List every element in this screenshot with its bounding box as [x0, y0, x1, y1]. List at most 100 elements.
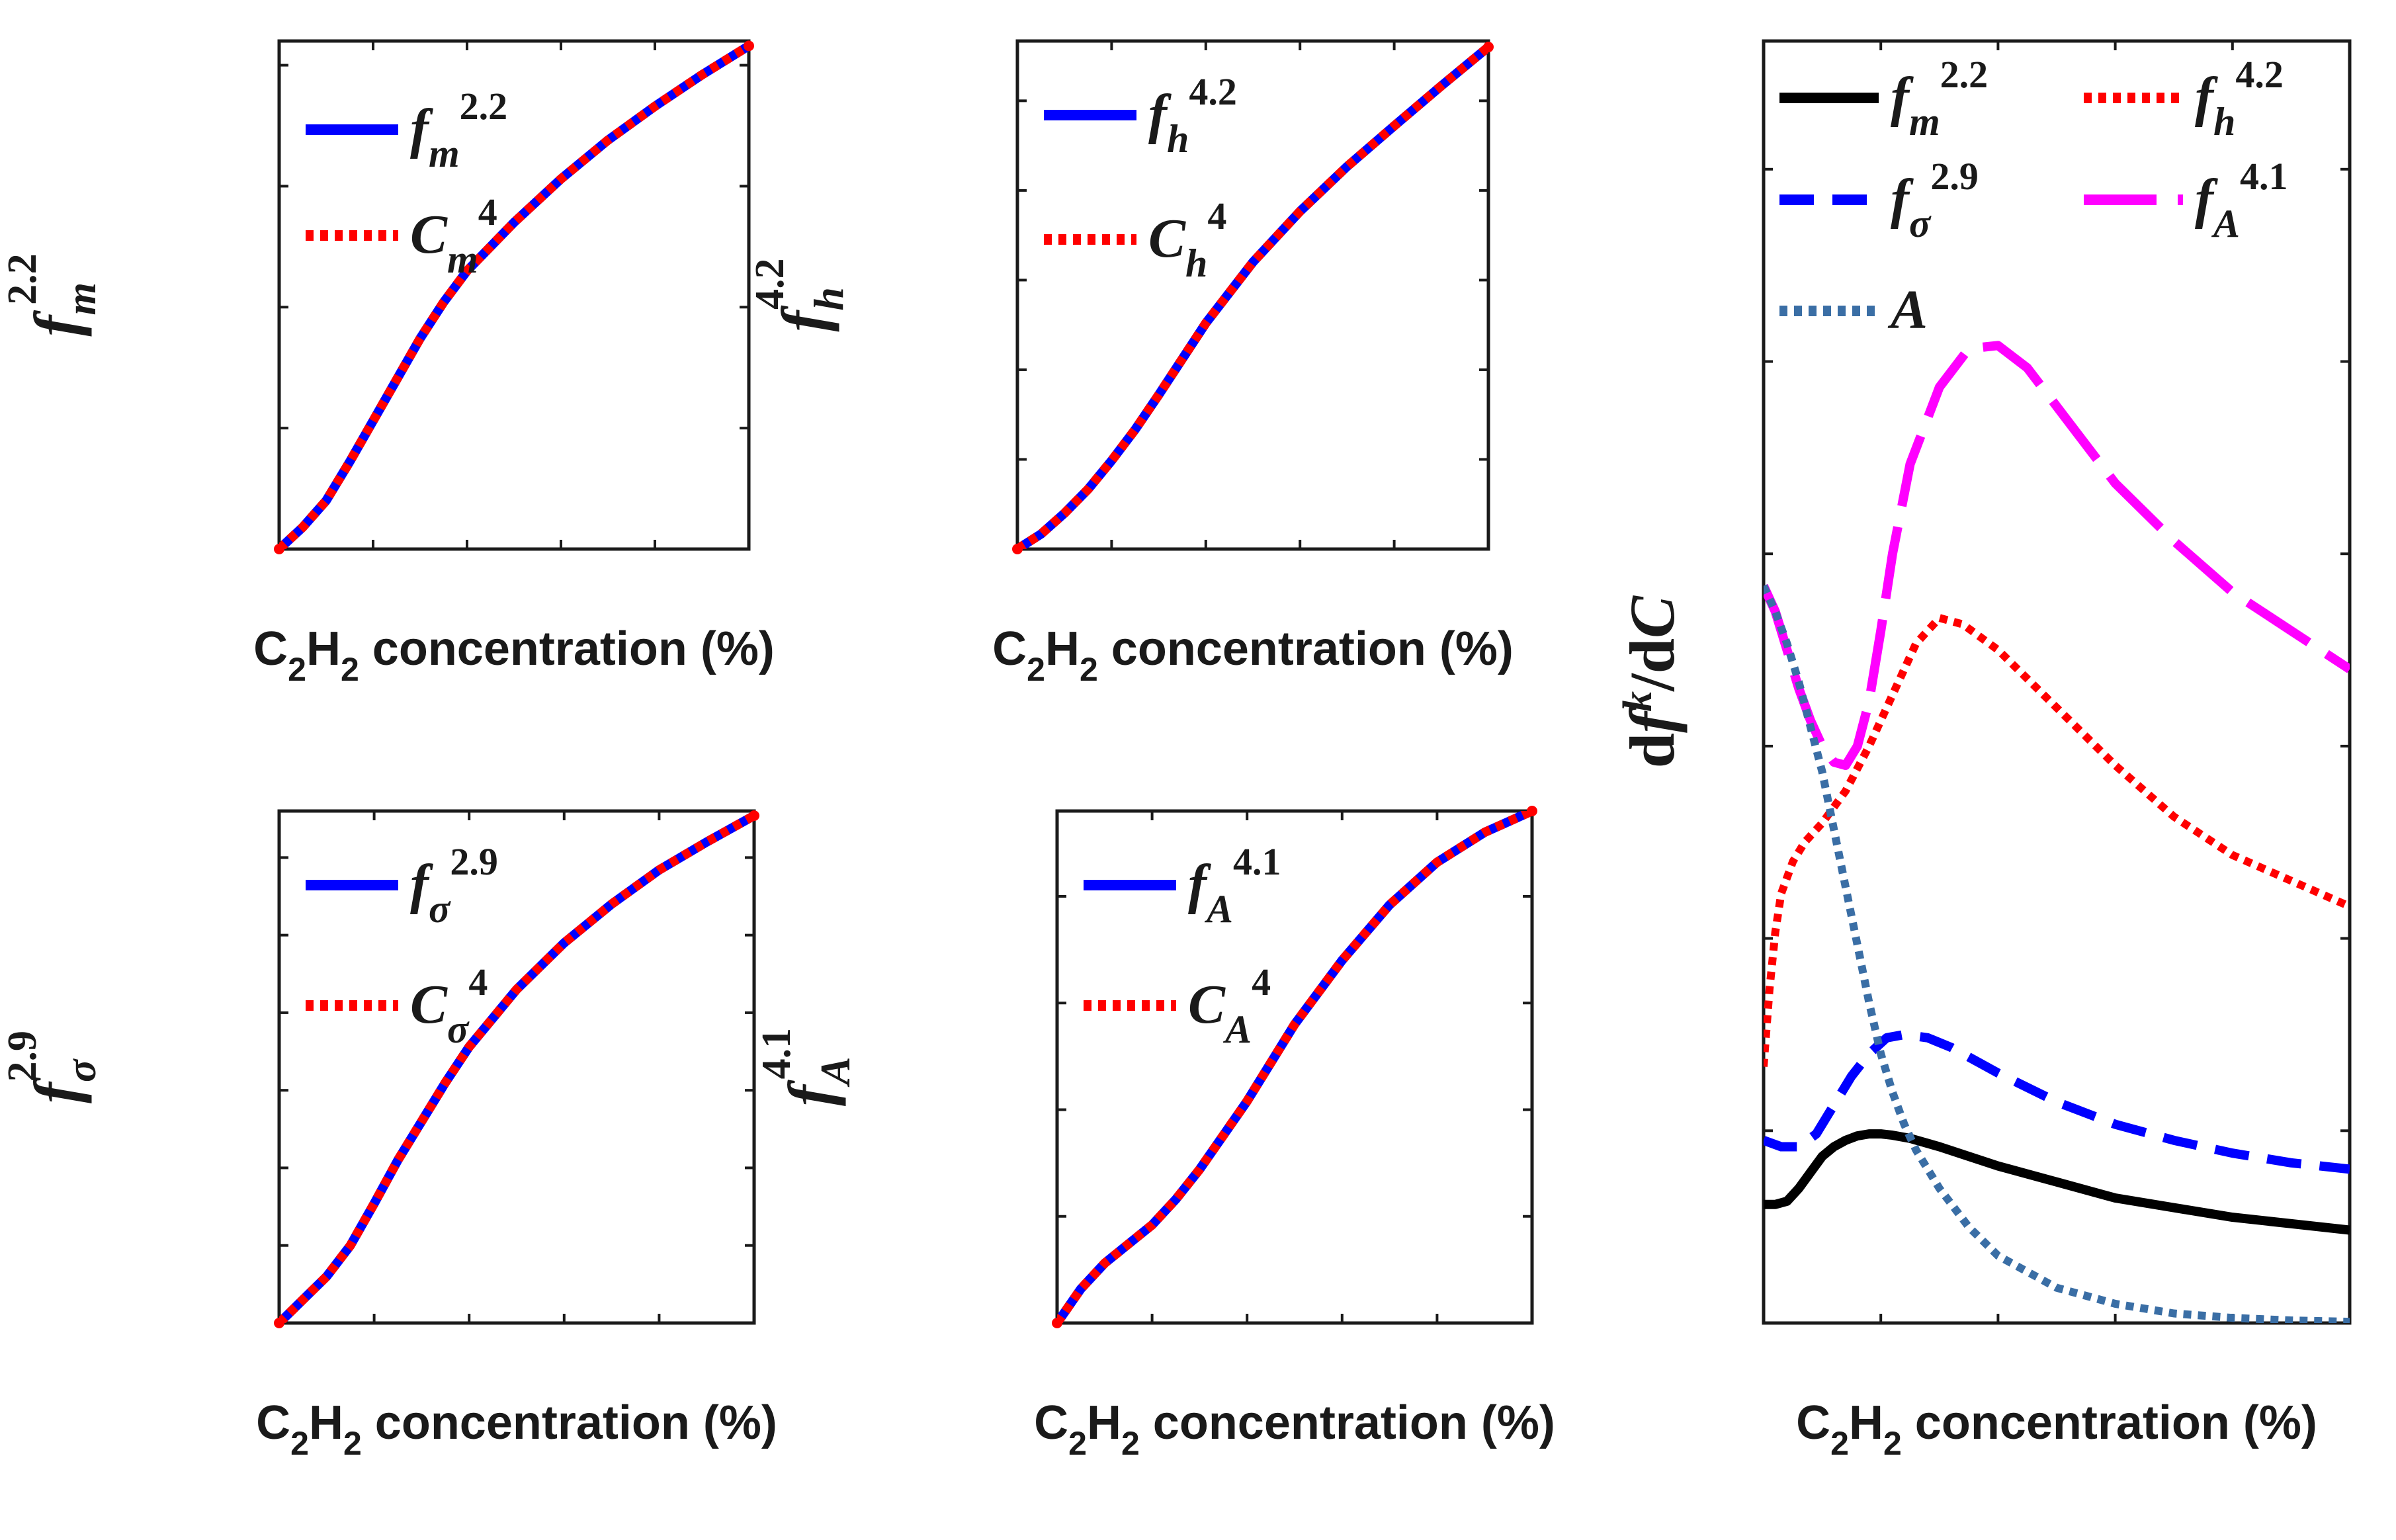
y-axis-label: dfk/dC — [1615, 595, 1688, 768]
legend-entry: fσ2.9 — [1891, 155, 1979, 245]
y-label-sub: m — [58, 282, 105, 316]
endpoint-marker — [274, 1318, 284, 1328]
legend-entry: A — [1887, 279, 1928, 341]
y-label-sup: 4.1 — [754, 1028, 799, 1080]
series-group — [279, 811, 754, 1323]
x-label-sub: 2 — [341, 651, 359, 688]
legend-entry: fA4.1 — [1188, 840, 1281, 931]
legend-sub: σ — [429, 887, 451, 931]
x-label-sub: 2 — [1883, 1425, 1902, 1462]
legend-sub: A — [2211, 202, 2240, 245]
legend-entry: fσ2.9 — [410, 840, 498, 931]
endpoint-marker — [744, 40, 754, 52]
y-label-var: C — [1617, 595, 1688, 638]
legend-sup: 2.2 — [460, 85, 508, 128]
legend-sub: h — [1185, 241, 1207, 285]
series-line-C_A^4 — [1057, 811, 1532, 1323]
x-label-sub: 2 — [1068, 1425, 1087, 1462]
x-label-sub: 2 — [290, 1425, 309, 1462]
legend-base: C — [1148, 208, 1186, 269]
legend-sub: m — [447, 237, 478, 281]
x-label-part: concentration (%) — [1902, 1396, 2317, 1449]
endpoint-marker — [1527, 806, 1537, 816]
legend-base: C — [410, 974, 448, 1035]
legend-sub: A — [1222, 1007, 1252, 1051]
legend-sub: σ — [447, 1007, 470, 1051]
y-label-sup: k — [1615, 691, 1660, 712]
series-line-A — [1764, 584, 2350, 1323]
legend-entry: fm2.2 — [410, 85, 507, 175]
legend-sup: 4 — [468, 961, 488, 1004]
series-line-C_m^4 — [279, 42, 749, 549]
x-label-part: concentration (%) — [362, 1396, 777, 1449]
series-group — [279, 42, 749, 549]
y-label-sup: 2.2 — [0, 253, 45, 305]
y-axis-label: fA4.1 — [754, 1028, 859, 1106]
legend-entry: CA4 — [1188, 961, 1271, 1051]
series-line-f_sigma^2.9 — [1764, 1030, 2350, 1174]
y-label-sub: A — [812, 1056, 859, 1088]
x-label-part: C — [256, 1396, 290, 1449]
series-line-f_m^2.2 — [1764, 1129, 2350, 1235]
series-group — [1057, 811, 1532, 1323]
plot-frame — [277, 39, 751, 551]
legend-sup: 4 — [1207, 194, 1226, 237]
legend-sup: 4 — [1252, 961, 1271, 1004]
y-label-sup: 2.9 — [0, 1031, 45, 1082]
legend-sub: σ — [1909, 202, 1932, 245]
y-label-sub: h — [805, 287, 852, 311]
x-label-part: concentration (%) — [1140, 1396, 1555, 1449]
legend-sup: 4.2 — [2235, 53, 2284, 96]
x-label-part: concentration (%) — [359, 622, 775, 675]
series-line-f_h^4.2 — [1017, 43, 1488, 549]
x-axis-label: C2H2 concentration (%) — [1034, 1396, 1555, 1462]
endpoint-marker — [749, 810, 759, 822]
legend-base: C — [1188, 974, 1226, 1035]
y-label-part: d — [1617, 733, 1688, 768]
plot-frame — [277, 809, 756, 1325]
legend-sup: 4.2 — [1189, 70, 1237, 113]
legend-base: A — [1887, 279, 1928, 341]
y-axis-label: fm2.2 — [0, 253, 105, 336]
y-label-sup: 4.2 — [748, 258, 792, 310]
y-axis-label: fh4.2 — [748, 258, 852, 331]
legend-sup: 4.1 — [1233, 840, 1281, 883]
legend-sup: 4.1 — [2240, 155, 2288, 198]
endpoint-marker — [1052, 1318, 1062, 1328]
legend-sub: m — [429, 132, 460, 175]
legend-sub: h — [2213, 100, 2235, 144]
x-label-part: C — [1034, 1396, 1068, 1449]
series-line-f_h^4.2 — [1764, 614, 2350, 1067]
legend-entry: Cm4 — [410, 191, 497, 281]
x-label-part: C — [992, 622, 1027, 675]
legend-sup: 2.9 — [1930, 155, 1979, 198]
legend-base: C — [410, 204, 448, 265]
x-label-part: H — [1087, 1396, 1121, 1449]
x-label-part: H — [1045, 622, 1080, 675]
legend-entry: Cσ4 — [410, 961, 488, 1051]
legend-sup: 4 — [478, 191, 497, 234]
plot-frame — [1055, 809, 1534, 1325]
endpoint-marker — [274, 544, 284, 554]
x-axis-label: C2H2 concentration (%) — [256, 1396, 777, 1462]
y-label-sub: σ — [58, 1058, 105, 1082]
x-label-part: C — [1796, 1396, 1830, 1449]
x-label-part: H — [306, 622, 341, 675]
endpoint-marker — [1012, 544, 1023, 554]
series-line-f_m^2.2 — [279, 42, 749, 549]
legend-entry: fh4.2 — [1148, 70, 1237, 161]
legend-sup: 2.9 — [450, 840, 498, 883]
legend-entry: Ch4 — [1148, 194, 1226, 285]
x-label-sub: 2 — [1830, 1425, 1849, 1462]
x-label-sub: 2 — [1027, 651, 1045, 688]
x-axis-label: C2H2 concentration (%) — [253, 622, 775, 688]
x-label-sub: 2 — [288, 651, 306, 688]
plot-frame — [1762, 39, 2352, 1325]
legend-sup: 2.2 — [1940, 53, 1989, 96]
